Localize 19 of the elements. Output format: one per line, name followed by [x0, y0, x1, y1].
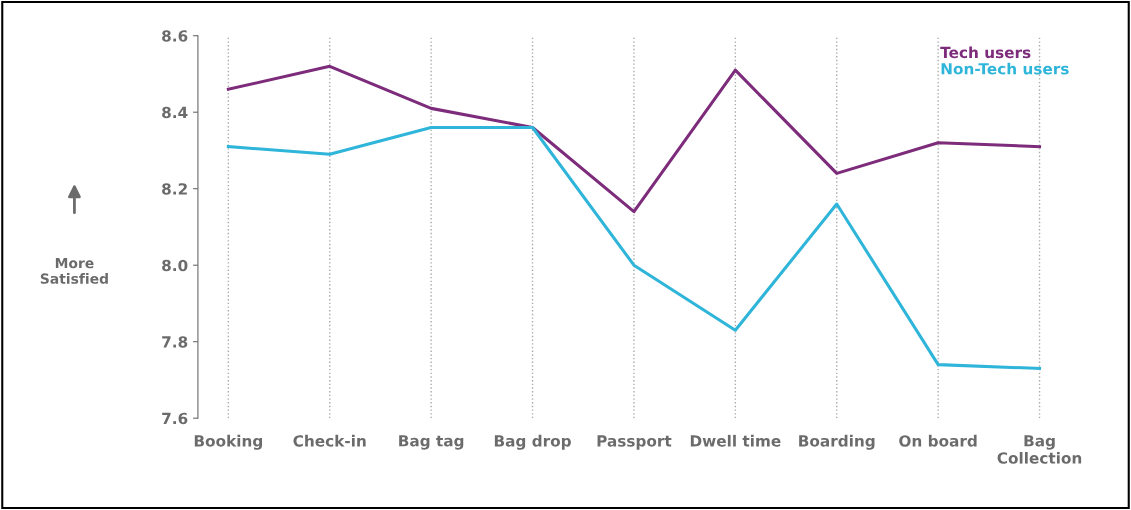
x-tick-label: Bag drop: [494, 434, 571, 450]
line-series: [226, 125, 1042, 370]
x-tick-label: On board: [899, 434, 977, 447]
x-tick-label: Dwell time: [690, 434, 781, 447]
y-tick-label: 8.2: [162, 183, 187, 195]
text: More Satisfied: [40, 257, 108, 284]
x-tick-label: Check-in: [293, 434, 366, 447]
x-tick-label: Passport: [597, 435, 672, 450]
text: Tech users: [940, 46, 1031, 59]
x-tick-label: Bag Collection: [997, 435, 1082, 464]
x-tick-label: Bag tag: [399, 435, 464, 450]
y-tick-label: 8.6: [162, 30, 188, 42]
x-tick-label: Booking: [194, 434, 262, 450]
x-tick-label: Boarding: [799, 434, 875, 450]
y-tick-label: 7.6: [162, 412, 188, 425]
y-tick-label: 8.4: [162, 106, 188, 119]
y-tick-label: 7.8: [162, 336, 188, 348]
text: Non-Tech users: [941, 62, 1069, 75]
y-tick-label: 8.0: [162, 259, 188, 272]
